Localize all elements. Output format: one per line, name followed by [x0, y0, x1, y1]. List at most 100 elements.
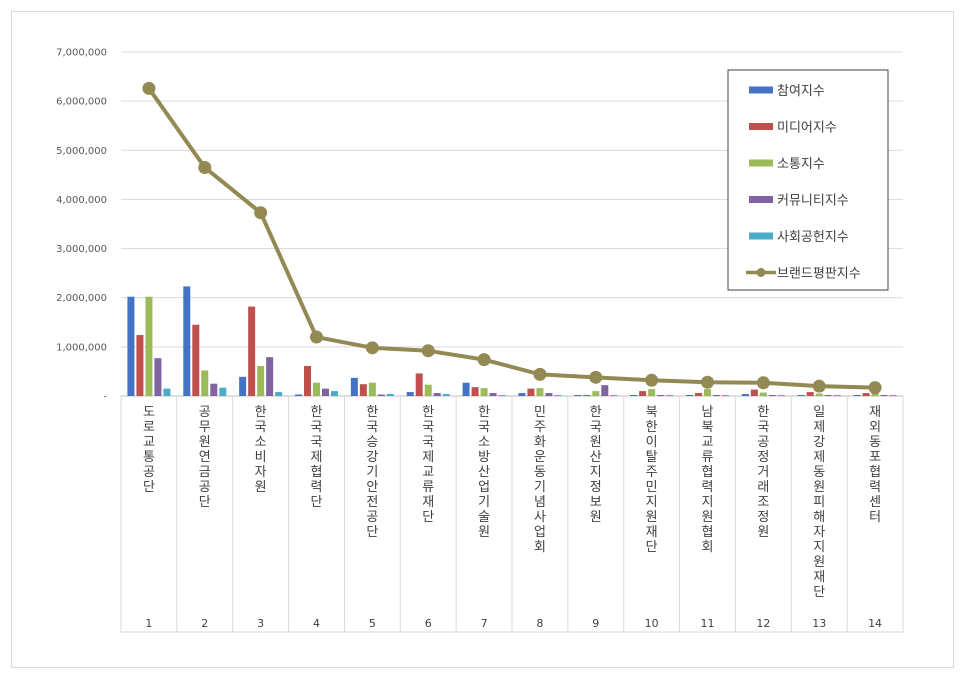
line-point [645, 373, 659, 387]
bar [406, 392, 414, 396]
category-label-char: 방 [478, 450, 490, 465]
category-number: 3 [257, 617, 264, 630]
bar [415, 373, 423, 396]
legend-label: 미디어지수 [777, 121, 837, 136]
bar [462, 382, 470, 396]
category-label-char: 원 [255, 480, 267, 495]
bar [713, 395, 720, 396]
bar [377, 394, 385, 396]
bar [686, 395, 693, 396]
category-label-char: 한 [366, 405, 378, 420]
category-label-char: 국 [311, 420, 323, 435]
category-label-char: 산 [590, 450, 602, 465]
category-label-char: 비 [255, 450, 267, 465]
category-label-char: 이 [646, 435, 658, 450]
y-tick-label: 4,000,000 [56, 195, 107, 206]
bar [201, 370, 209, 396]
bar [386, 394, 394, 396]
line-point [365, 341, 379, 355]
legend-swatch [749, 196, 773, 203]
category-label-char: 회 [534, 540, 546, 555]
bar [145, 296, 153, 396]
line-point [142, 81, 156, 95]
y-tick-label: 6,000,000 [56, 97, 107, 108]
bar [350, 377, 358, 396]
bars [127, 286, 897, 396]
category-label-char: 강 [366, 450, 378, 465]
category-label-char: 류 [702, 450, 714, 465]
category-label-char: 술 [478, 510, 490, 525]
bar [322, 388, 329, 396]
line-point [254, 206, 268, 220]
bar [536, 388, 544, 396]
category-label-char: 원 [813, 555, 825, 570]
bar [295, 394, 302, 396]
category-number: 8 [536, 617, 543, 630]
category-number: 11 [701, 617, 715, 630]
bar [648, 389, 656, 396]
bar [610, 395, 618, 396]
category-number: 1 [145, 617, 152, 630]
category-label-char: 원 [702, 510, 714, 525]
category-label-char: 운 [534, 450, 546, 465]
category-label-char: 거 [757, 465, 769, 480]
category-label-char: 한 [478, 405, 490, 420]
bar [331, 391, 338, 396]
bar [759, 392, 767, 396]
category-label-char: 업 [534, 525, 546, 540]
category-label-char: 단 [199, 495, 211, 510]
category-label-char: 국 [478, 420, 490, 435]
bar [815, 393, 823, 396]
series-line [147, 87, 876, 390]
line-point [310, 330, 323, 344]
bar [545, 393, 553, 396]
category-label-char: 한 [422, 405, 434, 420]
y-axis-ticks: - 1,000,000 2,000,000 3,000,000 4,000,000 5,0… [56, 48, 107, 403]
y-tick-label: 1,000,000 [56, 342, 107, 353]
bar [833, 395, 841, 396]
line-point [701, 375, 714, 389]
bar [480, 388, 488, 396]
bar [518, 393, 526, 396]
category-label-char: 전 [366, 495, 378, 510]
category-label-char: 정 [757, 510, 769, 525]
legend-box [727, 69, 889, 291]
bar [639, 391, 647, 396]
category-label-char: 한 [646, 420, 658, 435]
category-label-char: 단 [311, 495, 323, 510]
category-label-char: 무 [199, 420, 211, 435]
category-label-char: 북 [646, 405, 658, 420]
category-label-char: 단 [422, 510, 434, 525]
bar [183, 286, 191, 396]
bar [192, 324, 200, 396]
category-label-char: 로 [143, 420, 155, 435]
bar [248, 306, 256, 396]
legend-swatch [749, 123, 773, 130]
category-label-char: 한 [255, 405, 267, 420]
category-label-char: 지 [590, 465, 602, 480]
y-tick-label: - [103, 392, 107, 403]
bar [433, 393, 441, 396]
category-label-char: 협 [869, 465, 881, 480]
category-label-char: 교 [422, 465, 434, 480]
bar [853, 395, 861, 396]
category-label-char: 안 [366, 480, 378, 495]
category-label-char: 래 [757, 480, 769, 495]
category-label-char: 단 [646, 540, 658, 555]
bar [257, 366, 265, 396]
bar [871, 393, 879, 396]
line-point [421, 344, 435, 358]
category-label-char: 공 [199, 480, 211, 495]
category-number: 4 [313, 617, 320, 630]
category-label-char: 탈 [646, 450, 658, 465]
line-point [533, 367, 547, 381]
bar [554, 395, 562, 396]
